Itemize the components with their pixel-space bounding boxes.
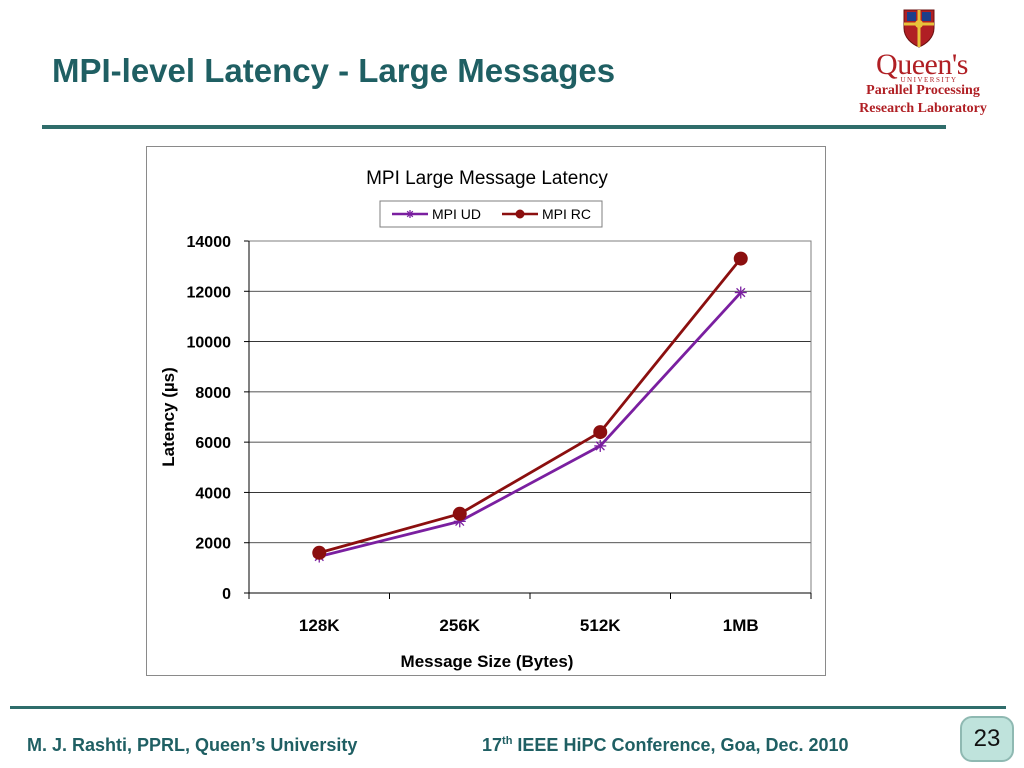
x-tick-label: 1MB [723,616,759,635]
title-divider [42,125,946,129]
logo-wordmark: Queen's [876,48,968,81]
x-tick-label: 128K [299,616,340,635]
y-tick-label: 10000 [187,335,232,352]
footer-conf-ordinal: th [502,735,513,747]
series-line-0 [318,291,742,558]
y-tick-label: 8000 [195,385,231,402]
legend-marker-0 [406,210,414,218]
x-tick-label: 512K [580,616,621,635]
series-point-0 [734,286,747,299]
chart-frame: MPI Large Message Latency MPI UD MPI RC 0 20… [146,146,826,676]
footer-conference: 17th IEEE HiPC Conference, Goa, Dec. 201… [482,735,849,756]
legend-marker-1 [515,209,525,219]
legend-label-0: MPI UD [432,206,481,222]
series-point-1 [452,506,467,521]
crest-icon [903,9,935,48]
latency-line-chart: MPI Large Message Latency MPI UD MPI RC 0 20… [159,168,812,671]
series-line-1 [318,257,742,555]
series-point-1 [733,251,748,266]
lab-name-line2: Research Laboratory [859,101,987,116]
y-axis-label: Latency (µs) [159,367,178,467]
slide-title: MPI-level Latency - Large Messages [52,52,616,89]
plot-border [248,240,812,594]
y-tick-label: 4000 [195,485,231,502]
footer-conf-name: IEEE HiPC Conference, Goa, Dec. 2010 [512,735,849,755]
chart-title: MPI Large Message Latency [366,168,608,189]
x-axis-label: Message Size (Bytes) [401,652,574,671]
y-tick-label: 0 [222,586,231,603]
x-tick-label: 256K [439,616,480,635]
series-point-1 [593,425,608,440]
page-number: 23 [960,716,1014,762]
footer-conf-number: 17 [482,735,503,755]
y-tick-label: 2000 [195,536,231,553]
y-tick-label: 6000 [195,435,231,452]
footer-author: M. J. Rashti, PPRL, Queen’s University [27,735,358,755]
lab-name-line1: Parallel Processing [866,83,980,98]
legend-label-1: MPI RC [542,206,591,222]
footer-divider [10,706,1006,709]
y-tick-label: 12000 [187,284,232,301]
y-tick-label: 14000 [187,234,232,251]
series-point-1 [312,545,327,560]
series-point-0 [594,439,607,452]
university-logo: Queen's UNIVERSITY [858,6,998,124]
logo-subtitle: UNIVERSITY [900,76,958,84]
